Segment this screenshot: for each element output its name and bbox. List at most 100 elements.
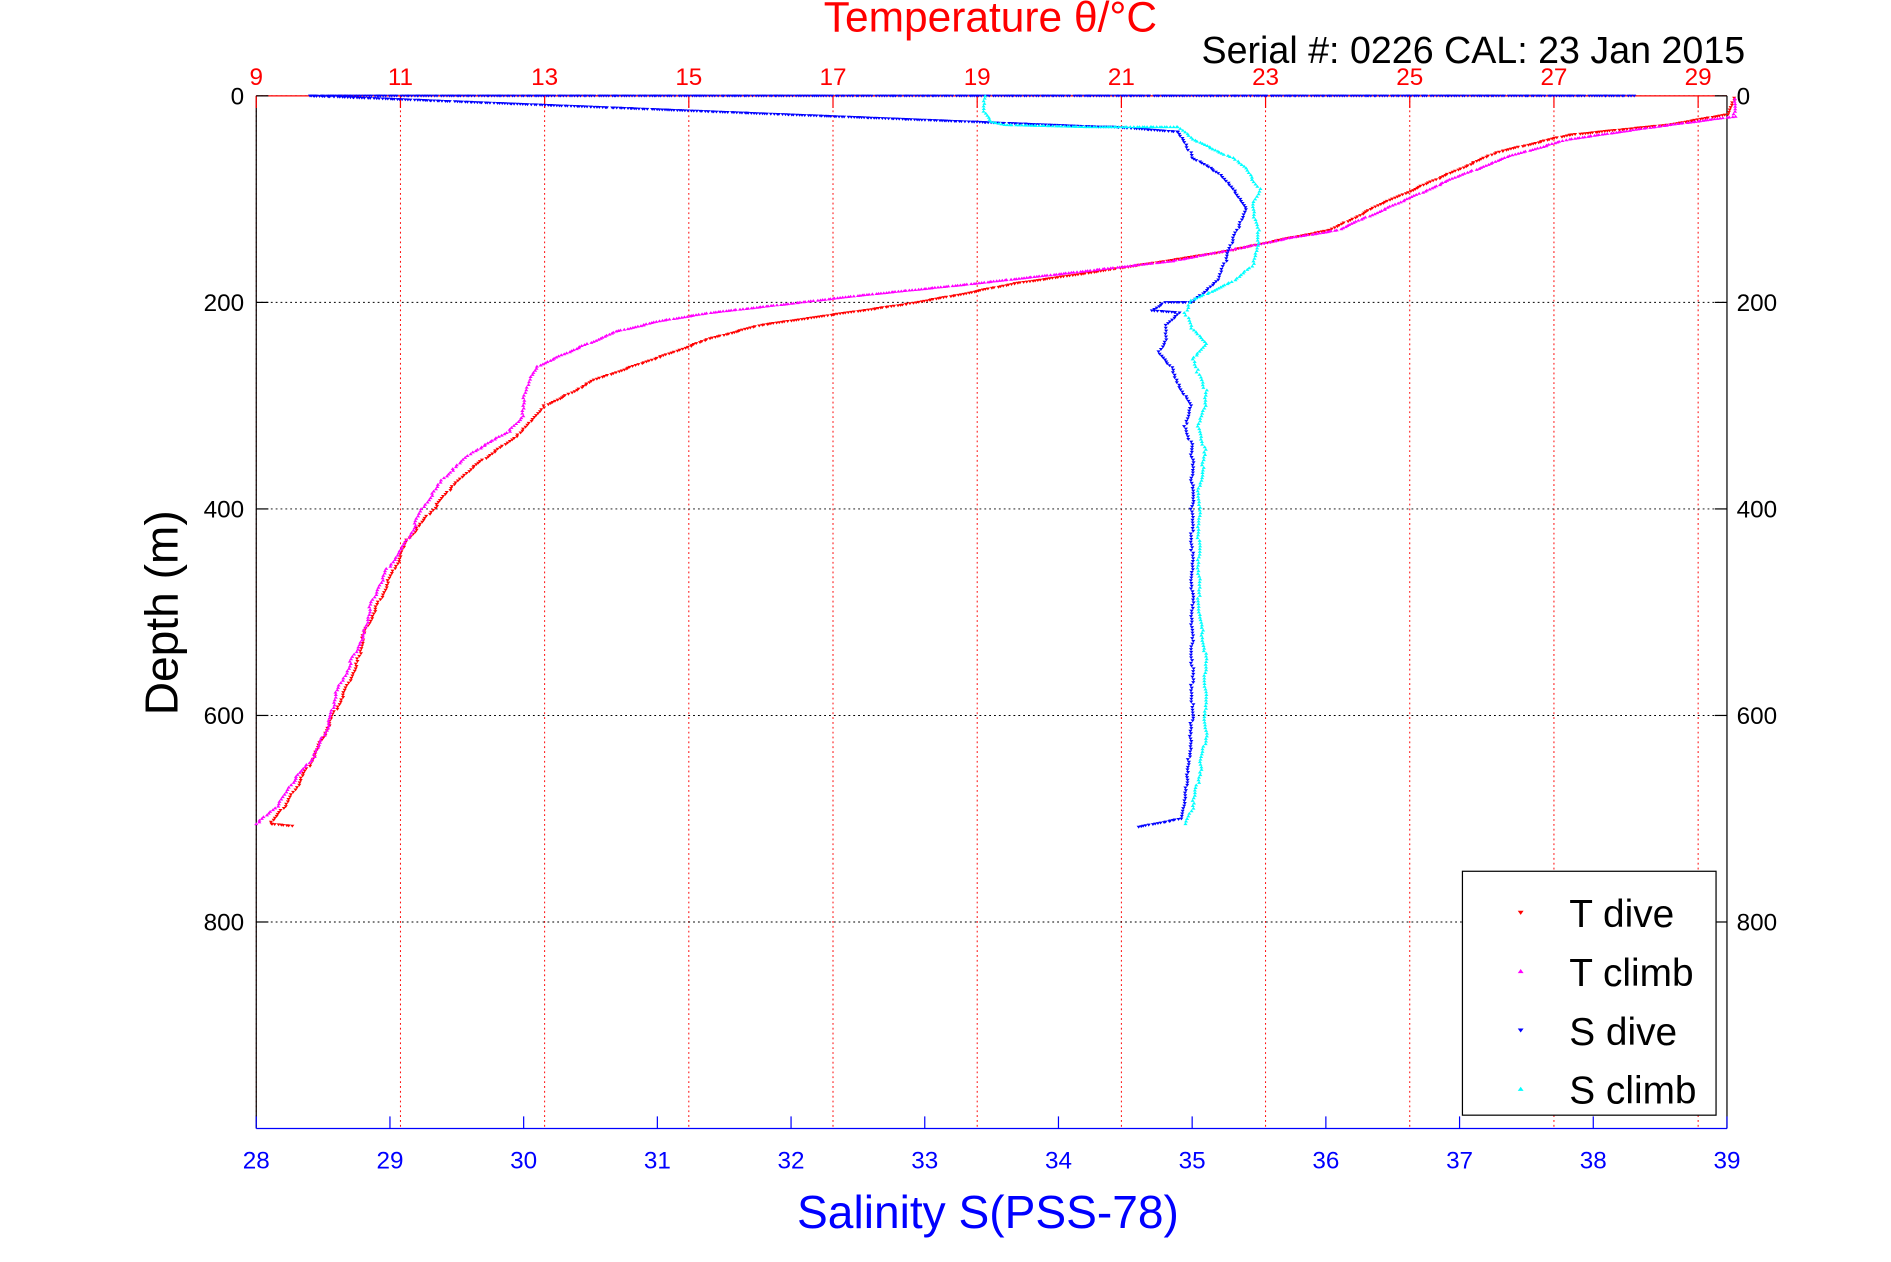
data-point: [889, 290, 894, 294]
data-point: [1208, 252, 1213, 255]
data-point: [1404, 197, 1409, 201]
data-point: [520, 102, 525, 106]
data-point: [1196, 555, 1202, 559]
data-point: [1189, 697, 1194, 701]
x2-tick-label: 17: [820, 64, 847, 91]
data-point: [1685, 121, 1690, 124]
data-point: [1332, 228, 1338, 232]
data-point: [851, 294, 856, 298]
data-point: [627, 365, 632, 369]
data-point: [1465, 170, 1470, 174]
data-point: [737, 307, 743, 311]
data-point: [1502, 156, 1507, 159]
data-point: [281, 807, 286, 810]
data-point: [815, 298, 820, 302]
data-point: [1185, 765, 1190, 769]
data-point: [1376, 204, 1381, 208]
data-point: [366, 615, 371, 619]
data-point: [1183, 786, 1188, 790]
series-s-dive: [307, 94, 1637, 829]
data-point: [846, 115, 851, 119]
data-point: [636, 363, 641, 367]
data-point: [1191, 681, 1196, 685]
data-point: [1249, 243, 1254, 247]
data-point: [1252, 94, 1257, 98]
data-point: [1305, 233, 1310, 237]
data-point: [789, 301, 794, 305]
data-point: [1198, 577, 1203, 581]
y-right-tick-label: 600: [1737, 703, 1777, 730]
data-point: [346, 681, 351, 685]
data-point: [1358, 214, 1363, 218]
data-point: [864, 94, 869, 98]
data-point: [474, 463, 479, 467]
data-point: [1077, 125, 1082, 128]
data-point: [329, 708, 334, 712]
data-point: [507, 440, 512, 443]
data-point: [1348, 219, 1353, 222]
data-point: [418, 509, 423, 513]
data-point: [482, 444, 487, 447]
data-point: [1131, 125, 1136, 129]
data-point: [1224, 257, 1229, 261]
data-point: [617, 370, 622, 374]
data-point: [1188, 540, 1193, 544]
data-point: [934, 297, 939, 301]
data-point: [582, 343, 587, 346]
data-point: [1191, 670, 1196, 674]
data-point: [1166, 322, 1171, 325]
data-point: [1509, 94, 1514, 98]
data-point: [1044, 94, 1049, 98]
data-point: [392, 558, 398, 562]
data-point: [1481, 164, 1486, 168]
data-point: [1184, 397, 1189, 401]
data-point: [925, 299, 930, 303]
data-point: [1177, 386, 1182, 389]
data-point: [396, 551, 401, 555]
data-point: [1183, 794, 1188, 798]
data-point: [1200, 747, 1205, 751]
data-point: [1163, 323, 1168, 327]
data-point: [767, 94, 772, 98]
data-point: [791, 113, 796, 117]
data-point: [1182, 425, 1187, 428]
data-point: [866, 308, 871, 312]
data-point: [400, 98, 405, 102]
data-point: [1178, 126, 1183, 130]
data-point: [801, 300, 806, 304]
data-point: [1417, 191, 1422, 195]
data-point: [1189, 727, 1194, 731]
data-point: [412, 94, 418, 98]
data-point: [471, 466, 476, 470]
data-point: [1248, 94, 1253, 98]
data-point: [333, 695, 338, 699]
data-point: [358, 640, 363, 644]
data-point: [382, 591, 387, 594]
data-point: [340, 678, 346, 682]
data-point: [429, 491, 435, 495]
data-point: [1292, 94, 1297, 98]
data-point: [408, 533, 413, 537]
data-point: [516, 420, 521, 424]
data-point: [1236, 94, 1241, 98]
data-point: [1200, 473, 1205, 477]
data-point: [1239, 163, 1244, 166]
data-point: [433, 487, 439, 491]
data-point: [393, 564, 398, 568]
data-point: [561, 94, 566, 98]
data-point: [1733, 102, 1738, 106]
data-point: [1449, 176, 1455, 180]
data-point: [669, 351, 674, 355]
data-point: [1199, 414, 1204, 418]
data-point: [902, 289, 907, 293]
data-point: [861, 309, 866, 313]
data-point: [1196, 530, 1201, 534]
data-point: [534, 364, 540, 368]
data-point: [1203, 404, 1208, 407]
data-point: [1534, 94, 1539, 98]
data-point: [1164, 360, 1169, 364]
data-point: [1203, 447, 1208, 451]
data-point: [1267, 240, 1272, 244]
data-point: [272, 823, 277, 827]
data-point: [1189, 326, 1194, 330]
